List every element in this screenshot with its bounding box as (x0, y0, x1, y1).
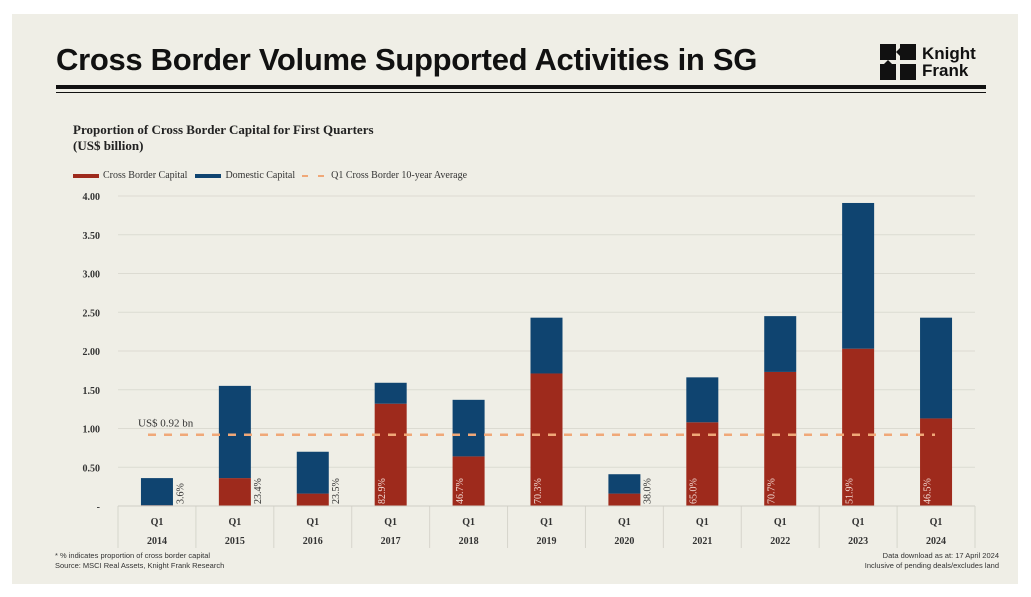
knight-frank-logo: Knight Frank (880, 44, 976, 80)
bar-domestic-2019 (530, 317, 563, 374)
y-tick-label: 1.50 (83, 386, 101, 397)
legend-swatch-cross-border (73, 173, 99, 178)
y-tick-label: 1.00 (83, 425, 101, 436)
bar-domestic-2020 (608, 474, 641, 494)
percent-label: 38.0% (643, 478, 654, 504)
bar-cross-border-2017 (374, 403, 407, 506)
bar-domestic-2024 (920, 317, 953, 419)
legend-swatch-domestic (195, 173, 222, 178)
bar-domestic-2018 (452, 399, 485, 457)
logo-mark-icon (880, 44, 916, 80)
bar-domestic-2015 (218, 385, 251, 479)
quarter-label: Q1 (540, 517, 553, 528)
year-label: 2023 (848, 536, 868, 547)
bar-cross-border-2019 (530, 373, 563, 506)
year-label: 2017 (381, 536, 401, 547)
bar-domestic-2022 (764, 316, 797, 372)
year-label: 2024 (926, 536, 946, 547)
quarter-label: Q1 (306, 517, 319, 528)
y-tick-label: 3.00 (83, 270, 101, 281)
logo-word-frank: Frank (922, 61, 969, 80)
percent-label: 70.3% (533, 478, 544, 504)
year-label: 2016 (303, 536, 323, 547)
year-label: 2019 (537, 536, 557, 547)
quarter-label: Q1 (696, 517, 709, 528)
percent-label: 23.5% (331, 478, 342, 504)
footnote-left: * % indicates proportion of cross border… (55, 551, 224, 571)
footnote-right: Data download as at: 17 April 2024 Inclu… (865, 551, 999, 571)
year-label: 2014 (147, 536, 167, 547)
y-tick-label: - (97, 502, 100, 513)
bar-cross-border-2022 (764, 371, 797, 506)
bar-cross-border-2020 (608, 493, 641, 506)
y-tick-label: 0.50 (83, 463, 101, 474)
bar-cross-border-2018 (452, 456, 485, 506)
chart-title-text: Proportion of Cross Border Capital for F… (73, 122, 374, 137)
title-rule-thin (56, 92, 986, 93)
quarter-label: Q1 (774, 517, 787, 528)
y-tick-label: 2.50 (83, 308, 101, 319)
percent-label: 3.6% (175, 483, 186, 504)
bar-cross-border-2024 (920, 418, 953, 506)
source-note: Source: MSCI Real Assets, Knight Frank R… (55, 561, 225, 570)
percent-label: 65.0% (689, 478, 700, 504)
percent-label: 70.7% (767, 478, 778, 504)
title-rule (56, 85, 986, 89)
chart-title: Proportion of Cross Border Capital for F… (73, 122, 374, 154)
y-tick-label: 4.00 (83, 192, 101, 203)
bar-cross-border-2021 (686, 422, 719, 506)
average-label: US$ 0.92 bn (138, 418, 194, 430)
page-title: Cross Border Volume Supported Activities… (56, 42, 758, 77)
year-label: 2018 (459, 536, 479, 547)
legend-label-average: Q1 Cross Border 10-year Average (331, 170, 468, 181)
percent-label: 23.4% (253, 478, 264, 504)
legend-swatch-average (302, 174, 309, 177)
quarter-label: Q1 (852, 517, 865, 528)
bar-domestic-2021 (686, 377, 719, 423)
quarter-label: Q1 (228, 517, 241, 528)
quarter-label: Q1 (384, 517, 397, 528)
percent-label: 82.9% (377, 478, 388, 504)
download-note: Data download as at: 17 April 2024 (882, 551, 999, 560)
chart-subtitle: (US$ billion) (73, 138, 144, 153)
year-label: 2020 (614, 536, 634, 547)
footnote: * % indicates proportion of cross border… (55, 551, 211, 560)
legend-label-cross-border: Cross Border Capital (103, 170, 188, 181)
inclusive-note: Inclusive of pending deals/excludes land (864, 561, 999, 570)
percent-label: 46.7% (455, 478, 466, 504)
quarter-label: Q1 (618, 517, 631, 528)
year-label: 2022 (770, 536, 790, 547)
quarter-label: Q1 (462, 517, 475, 528)
bar-domestic-2016 (296, 451, 329, 494)
year-label: 2015 (225, 536, 245, 547)
y-tick-label: 3.50 (83, 231, 101, 242)
percent-label: 51.9% (844, 478, 855, 504)
quarter-label: Q1 (930, 517, 943, 528)
bar-cross-border-2015 (218, 478, 251, 506)
bar-cross-border-2016 (296, 493, 329, 506)
bar-domestic-2023 (842, 202, 875, 349)
year-label: 2021 (692, 536, 712, 547)
legend: Cross Border Capital Domestic Capital Q1… (73, 170, 467, 181)
bar-cross-border-2023 (842, 348, 875, 506)
logo-word-knight: Knight (922, 44, 976, 63)
bar-domestic-2017 (374, 382, 407, 404)
y-tick-label: 2.00 (83, 347, 101, 358)
percent-label: 46.5% (922, 478, 933, 504)
bar-domestic-2014 (140, 478, 173, 506)
quarter-label: Q1 (151, 517, 164, 528)
legend-label-domestic: Domestic Capital (225, 170, 296, 181)
